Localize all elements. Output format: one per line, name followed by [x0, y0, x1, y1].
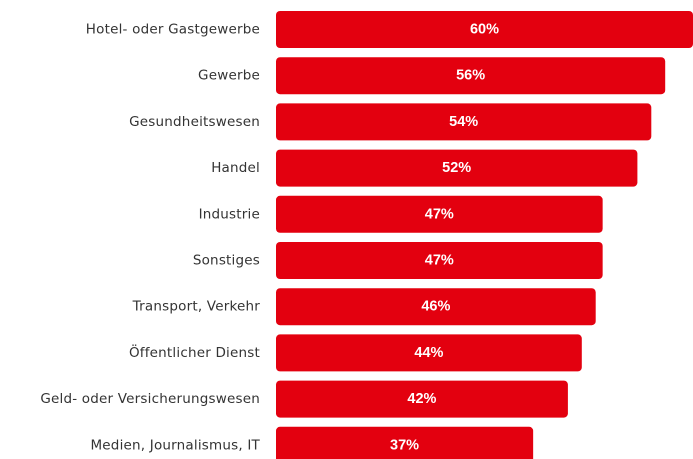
bar-hotel-oder-gastgewerbe	[276, 11, 693, 48]
value-label-ffentlicher-dienst: 44%	[414, 345, 443, 361]
bar-gewerbe	[276, 57, 666, 95]
bar-industrie	[276, 195, 603, 233]
value-label-gesundheitswesen: 54%	[449, 114, 478, 130]
value-label-handel: 52%	[442, 160, 471, 176]
value-label-transport-verkehr: 46%	[421, 299, 450, 315]
value-label-geld-oder-versicherungswesen: 42%	[407, 391, 436, 407]
bar-medien-journalismus-it	[276, 426, 534, 459]
category-label-ffentlicher-dienst: Öffentlicher Dienst	[129, 343, 260, 361]
bar-transport-verkehr	[276, 288, 596, 326]
bar-handel	[276, 149, 638, 187]
bar-geld-oder-versicherungswesen	[276, 380, 568, 418]
value-label-medien-journalismus-it: 37%	[390, 437, 419, 453]
value-label-sonstiges: 47%	[425, 253, 454, 269]
category-label-industrie: Industrie	[199, 206, 260, 222]
value-labels: 60% 56% 54% 52% 47% 47% 46% 44% 42% 37%	[390, 22, 499, 454]
value-label-industrie: 47%	[425, 206, 454, 222]
bar-sonstiges	[276, 242, 603, 279]
category-labels: Hotel- oder Gastgewerbe Gewerbe Gesundheit…	[40, 22, 260, 454]
category-label-hotel-oder-gastgewerbe: Hotel- oder Gastgewerbe	[86, 22, 260, 38]
value-label-gewerbe: 56%	[456, 68, 485, 84]
value-label-hotel-oder-gastgewerbe: 60%	[470, 22, 499, 38]
category-label-sonstiges: Sonstiges	[193, 253, 260, 269]
bar-ffentlicher-dienst	[276, 334, 582, 372]
category-label-gewerbe: Gewerbe	[198, 68, 260, 84]
category-label-geld-oder-versicherungswesen: Geld- oder Versicherungswesen	[40, 391, 260, 407]
category-label-transport-verkehr: Transport, Verkehr	[132, 299, 261, 315]
bar-gesundheitswesen	[276, 103, 652, 141]
category-label-handel: Handel	[211, 160, 260, 176]
bars	[276, 11, 693, 459]
category-label-gesundheitswesen: Gesundheitswesen	[129, 114, 260, 130]
category-label-medien-journalismus-it: Medien, Journalismus, IT	[90, 437, 260, 453]
